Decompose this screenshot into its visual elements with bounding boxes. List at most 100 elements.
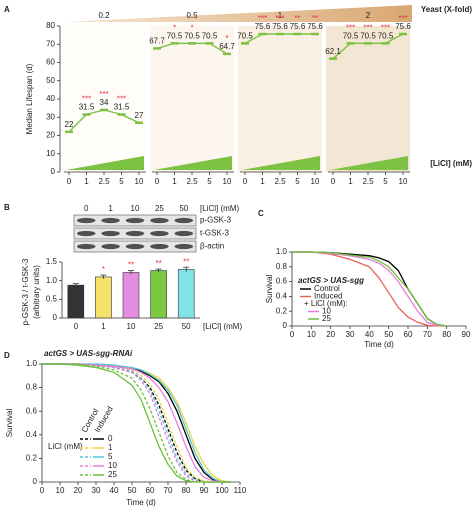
value-label: 34 bbox=[100, 98, 109, 107]
x-tick-label: 1 bbox=[84, 177, 89, 186]
x-tick-label: 10 bbox=[223, 177, 232, 186]
value-label: 62.1 bbox=[325, 47, 341, 56]
survival-line bbox=[42, 363, 232, 483]
x-tick-label: 110 bbox=[234, 486, 247, 495]
group-label: 1 bbox=[278, 11, 283, 20]
licl-wedge bbox=[154, 156, 232, 170]
x-tick-label: 1 bbox=[260, 177, 265, 186]
group-background bbox=[62, 26, 146, 172]
y-tick-label: 0.8 bbox=[276, 262, 288, 271]
blot-band bbox=[174, 243, 194, 250]
group-label: 2 bbox=[366, 11, 371, 20]
yeast-wedge bbox=[64, 5, 412, 22]
survival-line bbox=[42, 363, 231, 483]
x-tick-label: 0 bbox=[290, 330, 295, 339]
lane-label: 10 bbox=[131, 204, 140, 213]
x-title: [LiCl] (mM) bbox=[203, 322, 242, 331]
x-label: Time (d) bbox=[126, 498, 156, 507]
significance: *** bbox=[117, 95, 126, 104]
blot-row-label: p-GSK-3 bbox=[200, 216, 232, 225]
x-tick-label: 60 bbox=[404, 330, 413, 339]
x-tick-label: 2.5 bbox=[274, 177, 286, 186]
y-tick-label: 1.0 bbox=[46, 276, 58, 285]
survival-line bbox=[42, 363, 231, 483]
x-tick-label: 90 bbox=[462, 330, 471, 339]
lane-label: 1 bbox=[108, 204, 113, 213]
x-tick-label: 40 bbox=[110, 486, 119, 495]
panel-letter: A bbox=[4, 5, 10, 14]
y-label: Median Lifespan (d) bbox=[25, 63, 34, 134]
y-tick-label: 0.4 bbox=[276, 292, 288, 301]
y-tick-label: 0 bbox=[53, 313, 58, 322]
blot-band bbox=[125, 243, 145, 250]
legend-label: 10 bbox=[322, 307, 331, 316]
licl-wedge bbox=[242, 156, 320, 170]
x-tick-label: 25 bbox=[154, 322, 163, 331]
x-tick-label: 10 bbox=[307, 330, 316, 339]
value-label: 27 bbox=[135, 111, 144, 120]
x-title: [LiCl] (mM) bbox=[430, 159, 472, 168]
x-tick-label: 10 bbox=[127, 322, 136, 331]
x-tick-label: 70 bbox=[423, 330, 432, 339]
x-tick-label: 10 bbox=[135, 177, 144, 186]
x-tick-label: 5 bbox=[295, 177, 300, 186]
value-label: 75.6 bbox=[395, 22, 411, 31]
significance: *** bbox=[275, 14, 284, 23]
bar bbox=[122, 272, 140, 319]
significance: * bbox=[173, 23, 176, 32]
y-tick-label: 1.0 bbox=[26, 359, 38, 368]
panel-letter: C bbox=[258, 209, 264, 218]
survival-line bbox=[292, 251, 447, 327]
x-tick-label: 1 bbox=[172, 177, 177, 186]
y-tick-label: 10 bbox=[46, 149, 55, 158]
y-tick-label: 70 bbox=[46, 39, 55, 48]
survival-line bbox=[42, 363, 231, 483]
significance: ** bbox=[183, 257, 189, 266]
x-tick-label: 80 bbox=[182, 486, 191, 495]
significance: *** bbox=[258, 14, 267, 23]
group-background bbox=[326, 26, 410, 172]
value-label: 70.5 bbox=[378, 31, 394, 40]
value-label: 22 bbox=[65, 120, 74, 129]
y-tick-label: 0.4 bbox=[26, 430, 38, 439]
value-label: 31.5 bbox=[114, 103, 130, 112]
significance: *** bbox=[381, 23, 390, 32]
x-tick-label: 10 bbox=[311, 177, 320, 186]
y-tick-label: 80 bbox=[46, 21, 55, 30]
lane-label: 0 bbox=[84, 204, 89, 213]
group-label: 0.2 bbox=[98, 11, 110, 20]
blot-band bbox=[150, 217, 169, 224]
group-title: Yeast (X-fold) bbox=[421, 5, 472, 14]
y-label: Survival bbox=[5, 409, 14, 438]
x-tick-label: 10 bbox=[399, 177, 408, 186]
significance: ** bbox=[312, 14, 318, 23]
x-tick-label: 5 bbox=[383, 177, 388, 186]
value-label: 70.5 bbox=[360, 31, 376, 40]
y-tick-label: 0.6 bbox=[276, 277, 288, 286]
legend-label: 25 bbox=[108, 470, 117, 479]
blot-band bbox=[101, 230, 120, 237]
legend-label: 1 bbox=[108, 443, 113, 452]
x-tick-label: 2.5 bbox=[186, 177, 198, 186]
licl-wedge bbox=[66, 156, 144, 170]
y-tick-label: 0.5 bbox=[46, 294, 58, 303]
x-tick-label: 100 bbox=[215, 486, 229, 495]
blot-row-label: β-actin bbox=[200, 242, 224, 251]
y-tick-label: 0.8 bbox=[26, 383, 38, 392]
significance: *** bbox=[346, 23, 355, 32]
y-tick-label: 40 bbox=[46, 94, 55, 103]
significance: *** bbox=[398, 14, 407, 23]
x-tick-label: 1 bbox=[101, 322, 106, 331]
x-tick-label: 2.5 bbox=[98, 177, 110, 186]
legend-label: 0 bbox=[108, 434, 113, 443]
significance: ** bbox=[294, 14, 300, 23]
blot-band bbox=[150, 243, 169, 250]
value-label: 75.6 bbox=[255, 22, 271, 31]
x-tick-label: 50 bbox=[384, 330, 393, 339]
value-label: 67.7 bbox=[149, 37, 165, 46]
value-label: 70.5 bbox=[167, 31, 183, 40]
bar bbox=[150, 270, 167, 319]
y-tick-label: 0.2 bbox=[276, 306, 288, 315]
